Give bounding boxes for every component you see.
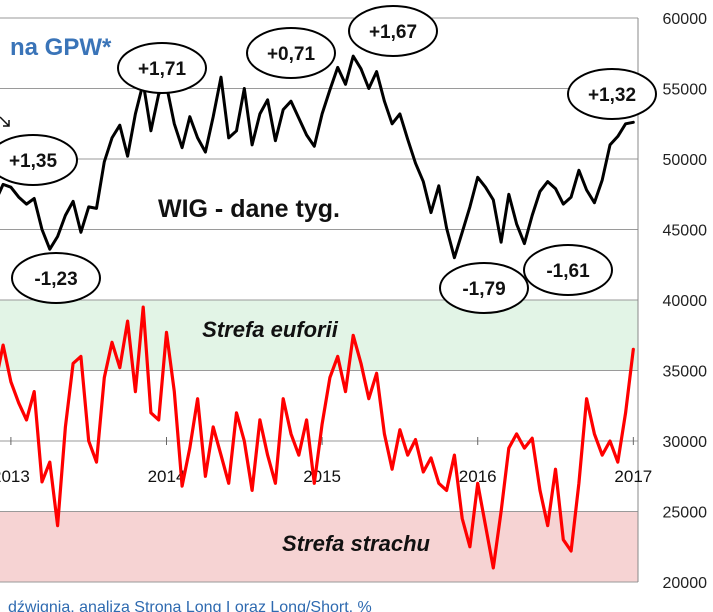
x-tick-label-2014: 2014	[148, 467, 186, 486]
x-tick-label-2013: 2013	[0, 467, 30, 486]
zone-label-strefa-strachu: Strefa strachu	[282, 531, 431, 556]
zone-band-strefa-euforii	[0, 300, 638, 371]
x-tick-label-2016: 2016	[459, 467, 497, 486]
annotation-ellipse	[11, 252, 101, 304]
y-tick-label-40000: 40000	[663, 293, 708, 310]
annotation-bubbles: +1,35 -1,23 +1,71 +0,71 +1,67 -1,79 -1,61 +1,32	[0, 5, 657, 314]
annotation-label: +1,32	[588, 85, 636, 106]
zone-band-strefa-strachu	[0, 511, 638, 582]
series-layer	[0, 54, 635, 570]
annotation-bubble: +1,32	[567, 68, 657, 120]
annotation-bubble: -1,23	[11, 252, 101, 304]
annotation-ellipse	[567, 68, 657, 120]
zone-labels: Strefa euforii Strefa strachu	[202, 317, 430, 556]
annotation-ellipse	[0, 134, 78, 186]
x-tick-label-2017: 2017	[614, 467, 652, 486]
annotation-label: +1,35	[9, 151, 58, 172]
zones-layer	[0, 300, 638, 582]
y-tick-label-45000: 45000	[663, 223, 708, 240]
annotation-label: -1,61	[546, 261, 590, 282]
annotation-ellipse	[523, 244, 613, 296]
annotation-ellipse	[117, 42, 207, 94]
annotation-bubble: +0,71	[246, 27, 336, 79]
annotation-label: -1,79	[462, 279, 505, 300]
annotation-ellipse	[439, 262, 529, 314]
chart-title: na GPW*	[10, 34, 112, 61]
annotation-bubble: +1,67	[348, 5, 438, 57]
series-line-long-short	[0, 305, 635, 570]
y-tick-label-55000: 55000	[663, 82, 708, 99]
footnote: dźwignia, analiza Strona Long I oraz Lon…	[8, 599, 372, 612]
annotation-bubble: +1,35	[0, 134, 78, 186]
annotation-ellipse	[246, 27, 336, 79]
y-tick-label-60000: 60000	[663, 11, 708, 28]
annotation-bubble: -1,79	[439, 262, 529, 314]
annotation-label: +0,71	[267, 44, 316, 65]
y-tick-label-25000: 25000	[663, 505, 708, 522]
y-tick-label-30000: 30000	[663, 434, 708, 451]
series-label-wig: WIG - dane tyg.	[158, 195, 340, 223]
y-tick-labels: 20000 25000 30000 35000 40000 45000 50000 55000…	[663, 11, 708, 592]
x-tick-label-2015: 2015	[303, 467, 341, 486]
annotation-ellipse	[348, 5, 438, 57]
annotation-label: +1,71	[138, 59, 187, 80]
y-tick-label-20000: 20000	[663, 575, 708, 592]
annotation-bubble: -1,61	[523, 244, 613, 296]
annotation-bubble: +1,71	[117, 42, 207, 94]
arrow-icon	[0, 116, 10, 127]
zone-label-strefa-euforii: Strefa euforii	[202, 317, 339, 342]
y-tick-label-50000: 50000	[663, 152, 708, 169]
series-line-wig-dane-tyg	[0, 54, 635, 260]
annotation-label: +1,67	[369, 22, 417, 43]
annotation-label: -1,23	[34, 269, 77, 290]
y-tick-label-35000: 35000	[663, 364, 708, 381]
